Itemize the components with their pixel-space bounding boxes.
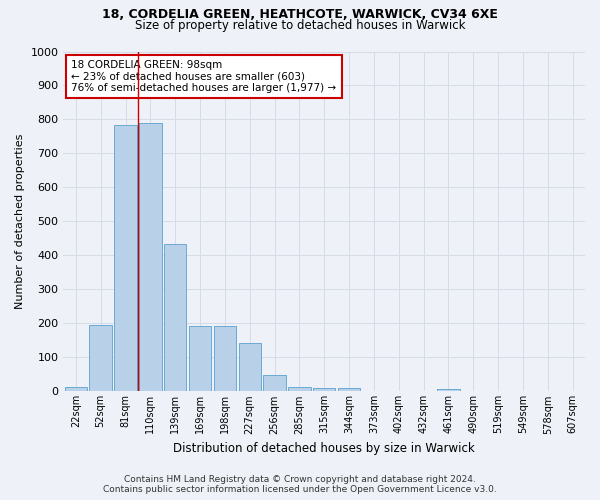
X-axis label: Distribution of detached houses by size in Warwick: Distribution of detached houses by size … <box>173 442 475 455</box>
Bar <box>115 124 137 392</box>
Text: 18 CORDELIA GREEN: 98sqm
← 23% of detached houses are smaller (603)
76% of semi-: 18 CORDELIA GREEN: 98sqm ← 23% of detach… <box>71 60 337 93</box>
Bar <box>65 387 87 392</box>
Bar <box>214 326 236 392</box>
Bar <box>239 343 261 392</box>
Bar <box>164 244 187 392</box>
Bar <box>89 325 112 392</box>
Bar <box>263 376 286 392</box>
Bar <box>338 388 360 392</box>
Bar <box>313 388 335 392</box>
Text: Size of property relative to detached houses in Warwick: Size of property relative to detached ho… <box>135 18 465 32</box>
Bar <box>288 387 311 392</box>
Bar <box>189 326 211 392</box>
Text: Contains HM Land Registry data © Crown copyright and database right 2024.
Contai: Contains HM Land Registry data © Crown c… <box>103 474 497 494</box>
Text: 18, CORDELIA GREEN, HEATHCOTE, WARWICK, CV34 6XE: 18, CORDELIA GREEN, HEATHCOTE, WARWICK, … <box>102 8 498 20</box>
Bar <box>139 123 161 392</box>
Y-axis label: Number of detached properties: Number of detached properties <box>15 134 25 309</box>
Bar <box>437 388 460 392</box>
